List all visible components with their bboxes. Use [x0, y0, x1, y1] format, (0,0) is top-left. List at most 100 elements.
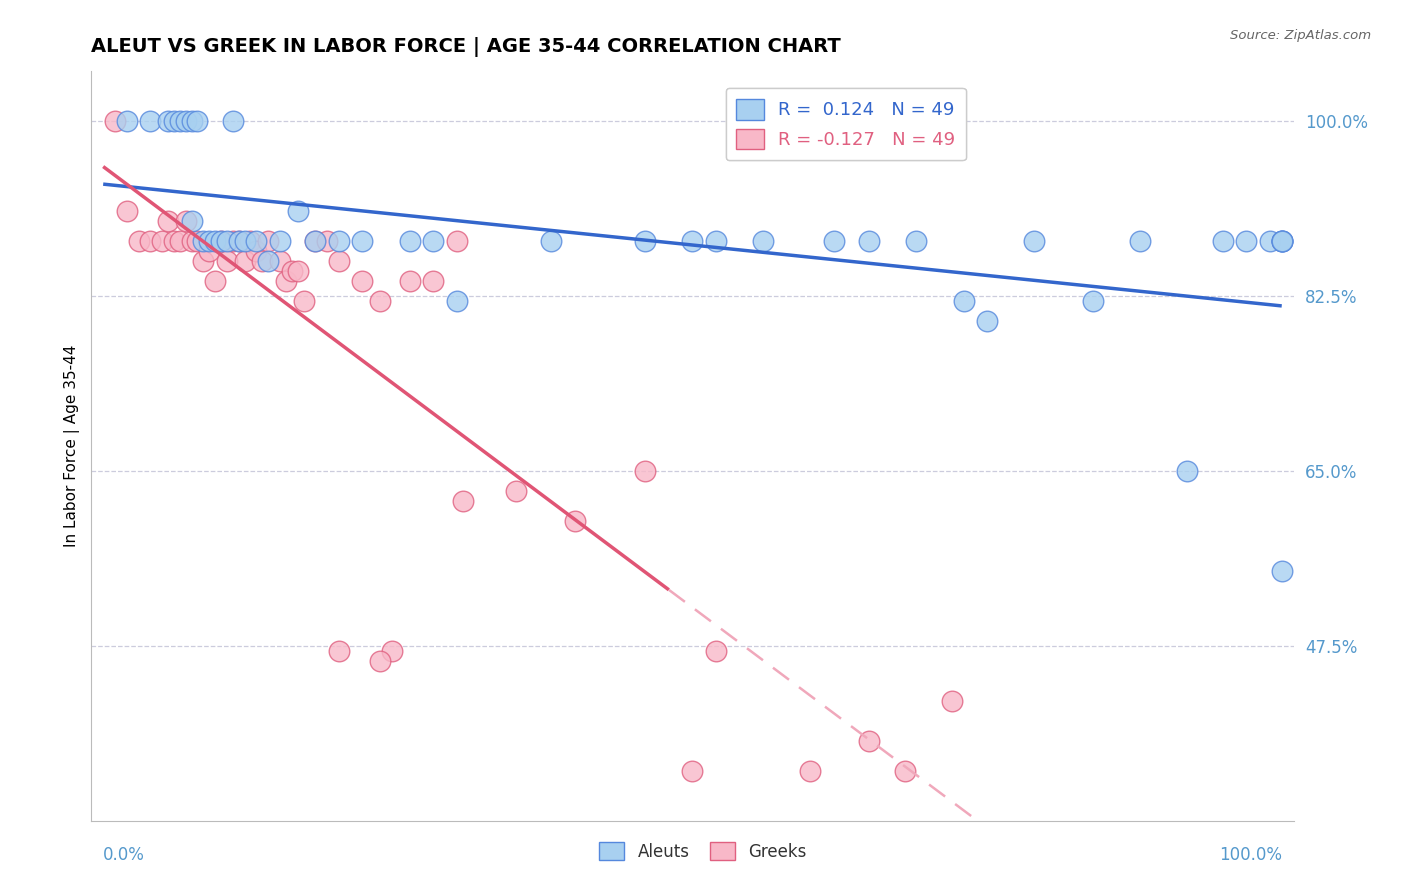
Point [169, 234, 191, 248]
Point [1271, 234, 1294, 248]
Point [186, 234, 208, 248]
Point [139, 114, 162, 128]
Point [252, 254, 274, 268]
Point [180, 234, 202, 248]
Point [287, 264, 309, 278]
Point [681, 764, 703, 778]
Point [941, 694, 963, 708]
Text: 0.0%: 0.0% [103, 846, 145, 863]
Point [245, 244, 267, 259]
Point [316, 234, 339, 248]
Point [204, 234, 226, 248]
Point [368, 294, 391, 309]
Point [952, 294, 974, 309]
Point [1212, 234, 1234, 248]
Point [204, 274, 226, 288]
Point [1258, 234, 1281, 248]
Point [215, 234, 238, 248]
Point [1271, 564, 1294, 578]
Point [398, 234, 420, 248]
Point [281, 264, 304, 278]
Point [446, 234, 468, 248]
Point [858, 733, 880, 747]
Point [446, 294, 468, 309]
Point [905, 234, 928, 248]
Point [163, 114, 186, 128]
Point [352, 234, 374, 248]
Point [634, 464, 657, 478]
Y-axis label: In Labor Force | Age 35-44: In Labor Force | Age 35-44 [65, 345, 80, 547]
Point [269, 254, 291, 268]
Point [1271, 234, 1294, 248]
Point [634, 234, 657, 248]
Point [156, 214, 179, 228]
Point [209, 234, 232, 248]
Point [257, 254, 280, 268]
Point [174, 214, 197, 228]
Point [704, 234, 727, 248]
Legend: R =  0.124   N = 49, R = -0.127   N = 49: R = 0.124 N = 49, R = -0.127 N = 49 [725, 88, 966, 161]
Point [1271, 234, 1294, 248]
Point [180, 214, 202, 228]
Point [150, 234, 173, 248]
Point [193, 234, 215, 248]
Point [451, 494, 474, 508]
Point [704, 644, 727, 658]
Point [156, 114, 179, 128]
Point [274, 274, 297, 288]
Point [1083, 294, 1105, 309]
Point [1271, 234, 1294, 248]
Point [104, 114, 127, 128]
Point [245, 234, 267, 248]
Point [257, 234, 280, 248]
Point [976, 314, 998, 328]
Point [186, 114, 208, 128]
Point [239, 234, 262, 248]
Point [505, 483, 527, 498]
Point [222, 114, 245, 128]
Point [858, 234, 880, 248]
Point [422, 234, 444, 248]
Point [115, 204, 138, 219]
Point [115, 114, 138, 128]
Point [292, 294, 315, 309]
Point [215, 254, 238, 268]
Point [139, 234, 162, 248]
Point [209, 234, 232, 248]
Point [228, 234, 250, 248]
Point [823, 234, 845, 248]
Point [269, 234, 291, 248]
Text: Source: ZipAtlas.com: Source: ZipAtlas.com [1230, 29, 1371, 42]
Legend: Aleuts, Greeks: Aleuts, Greeks [593, 836, 813, 868]
Point [198, 244, 221, 259]
Point [422, 274, 444, 288]
Text: ALEUT VS GREEK IN LABOR FORCE | AGE 35-44 CORRELATION CHART: ALEUT VS GREEK IN LABOR FORCE | AGE 35-4… [91, 37, 841, 57]
Point [222, 234, 245, 248]
Point [328, 644, 350, 658]
Point [328, 254, 350, 268]
Point [304, 234, 326, 248]
Point [368, 654, 391, 668]
Point [174, 114, 197, 128]
Point [1177, 464, 1199, 478]
Point [352, 274, 374, 288]
Point [540, 234, 562, 248]
Point [1234, 234, 1257, 248]
Point [233, 234, 256, 248]
Point [233, 254, 256, 268]
Point [180, 114, 202, 128]
Point [752, 234, 775, 248]
Point [228, 234, 250, 248]
Point [169, 114, 191, 128]
Point [398, 274, 420, 288]
Point [893, 764, 915, 778]
Text: 100.0%: 100.0% [1219, 846, 1282, 863]
Point [163, 234, 186, 248]
Point [193, 254, 215, 268]
Point [564, 514, 586, 528]
Point [304, 234, 326, 248]
Point [128, 234, 150, 248]
Point [328, 234, 350, 248]
Point [198, 234, 221, 248]
Point [287, 204, 309, 219]
